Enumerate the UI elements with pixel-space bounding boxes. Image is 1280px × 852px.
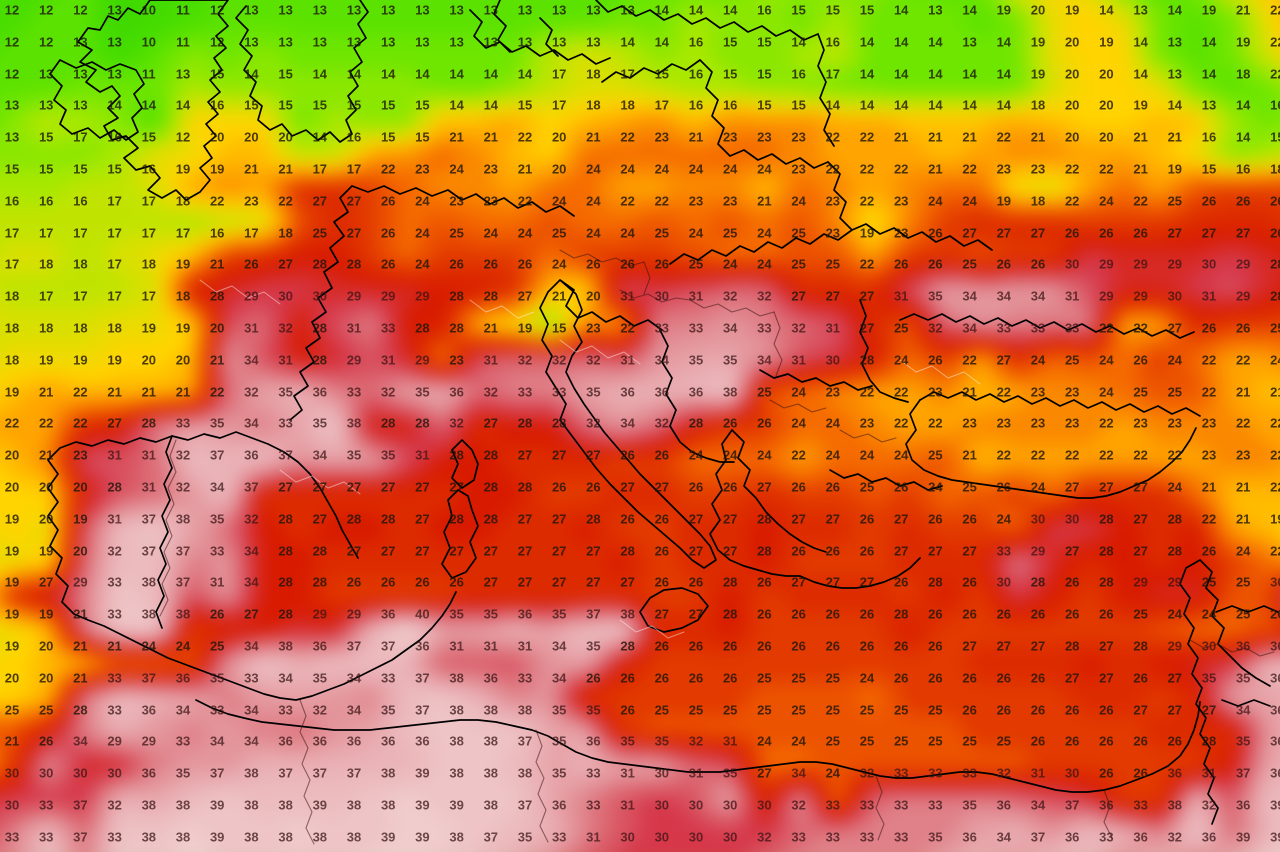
temperature-colorfield: [0, 0, 1280, 852]
map-borders-layer: [47, 0, 1279, 845]
temperature-map: 12 12 12 13 10 11 12 13 13 13 13 13 13 13 13 13 13 13 13 14…: [0, 0, 1280, 852]
